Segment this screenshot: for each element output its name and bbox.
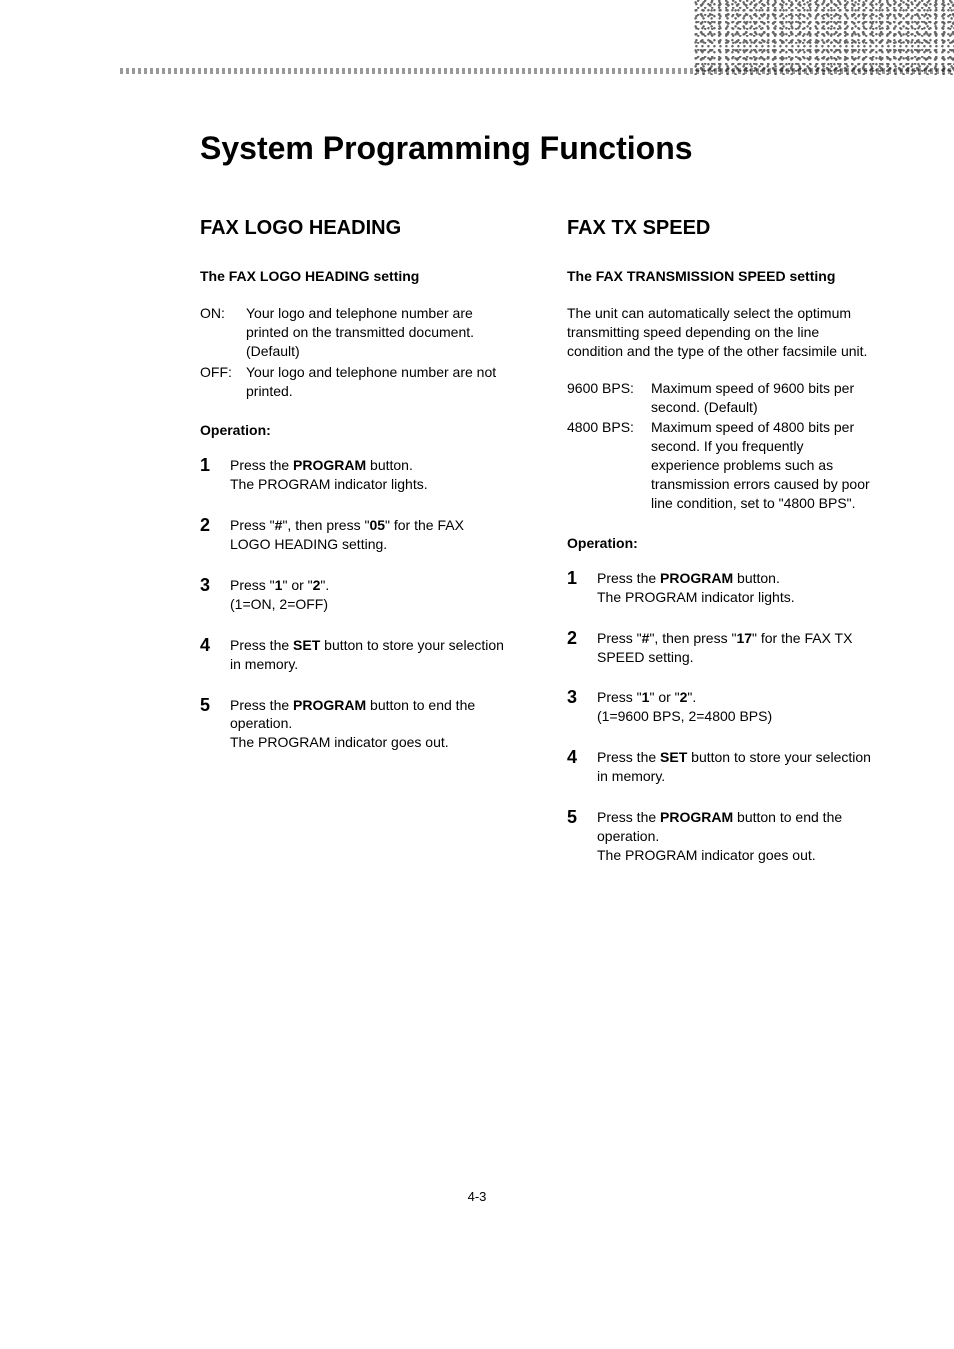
- step-number: 4: [200, 636, 230, 674]
- step: 1Press the PROGRAM button.The PROGRAM in…: [567, 569, 874, 607]
- step: 4Press the SET button to store your sele…: [200, 636, 507, 674]
- step: 5Press the PROGRAM button to end the ope…: [567, 808, 874, 865]
- left-column: FAX LOGO HEADING The FAX LOGO HEADING se…: [200, 217, 507, 887]
- document-page: System Programming Functions FAX LOGO HE…: [0, 0, 954, 1349]
- option-row: ON: Your logo and telephone number are p…: [200, 304, 507, 361]
- step-text: Press the PROGRAM button.The PROGRAM ind…: [597, 569, 874, 607]
- step-text: Press the PROGRAM button to end the oper…: [230, 696, 507, 753]
- step: 1Press the PROGRAM button.The PROGRAM in…: [200, 456, 507, 494]
- operation-label: Operation:: [567, 535, 874, 551]
- step-number: 2: [567, 629, 597, 667]
- step-number: 5: [200, 696, 230, 753]
- step-text: Press "1" or "2".(1=9600 BPS, 2=4800 BPS…: [597, 688, 874, 726]
- step-number: 5: [567, 808, 597, 865]
- step-text: Press the SET button to store your selec…: [597, 748, 874, 786]
- step-number: 1: [200, 456, 230, 494]
- option-text: Your logo and telephone number are print…: [246, 304, 507, 361]
- option-row: 4800 BPS: Maximum speed of 4800 bits per…: [567, 418, 874, 512]
- step-number: 1: [567, 569, 597, 607]
- step-text: Press "#", then press "05" for the FAX L…: [230, 516, 507, 554]
- option-text: Maximum speed of 9600 bits per second. (…: [651, 379, 874, 417]
- right-steps: 1Press the PROGRAM button.The PROGRAM in…: [567, 569, 874, 865]
- operation-label: Operation:: [200, 422, 507, 438]
- option-label: 9600 BPS:: [567, 379, 651, 417]
- right-heading: FAX TX SPEED: [567, 217, 874, 240]
- step-number: 3: [200, 576, 230, 614]
- right-intro: The unit can automatically select the op…: [567, 304, 874, 361]
- step: 2Press "#", then press "05" for the FAX …: [200, 516, 507, 554]
- right-sub-heading: The FAX TRANSMISSION SPEED setting: [567, 268, 874, 284]
- step-text: Press the PROGRAM button.The PROGRAM ind…: [230, 456, 507, 494]
- step-number: 2: [200, 516, 230, 554]
- step-text: Press "#", then press "17" for the FAX T…: [597, 629, 874, 667]
- page-number: 4-3: [468, 1189, 487, 1204]
- option-label: ON:: [200, 304, 246, 361]
- step-number: 4: [567, 748, 597, 786]
- step: 4Press the SET button to store your sele…: [567, 748, 874, 786]
- left-steps: 1Press the PROGRAM button.The PROGRAM in…: [200, 456, 507, 752]
- step: 5Press the PROGRAM button to end the ope…: [200, 696, 507, 753]
- content-columns: FAX LOGO HEADING The FAX LOGO HEADING se…: [200, 217, 874, 887]
- scan-noise-line: [120, 68, 954, 74]
- step: 2Press "#", then press "17" for the FAX …: [567, 629, 874, 667]
- option-text: Your logo and telephone number are not p…: [246, 363, 507, 401]
- left-heading: FAX LOGO HEADING: [200, 217, 507, 240]
- step-text: Press the SET button to store your selec…: [230, 636, 507, 674]
- step-number: 3: [567, 688, 597, 726]
- left-sub-heading: The FAX LOGO HEADING setting: [200, 268, 507, 284]
- step: 3Press "1" or "2".(1=9600 BPS, 2=4800 BP…: [567, 688, 874, 726]
- right-options: 9600 BPS: Maximum speed of 9600 bits per…: [567, 379, 874, 513]
- step-text: Press the PROGRAM button to end the oper…: [597, 808, 874, 865]
- option-label: OFF:: [200, 363, 246, 401]
- scan-noise-corner: [694, 0, 954, 75]
- option-text: Maximum speed of 4800 bits per second. I…: [651, 418, 874, 512]
- option-row: OFF: Your logo and telephone number are …: [200, 363, 507, 401]
- right-column: FAX TX SPEED The FAX TRANSMISSION SPEED …: [567, 217, 874, 887]
- left-options: ON: Your logo and telephone number are p…: [200, 304, 507, 400]
- option-label: 4800 BPS:: [567, 418, 651, 512]
- option-row: 9600 BPS: Maximum speed of 9600 bits per…: [567, 379, 874, 417]
- step: 3Press "1" or "2".(1=ON, 2=OFF): [200, 576, 507, 614]
- page-title: System Programming Functions: [200, 130, 874, 167]
- step-text: Press "1" or "2".(1=ON, 2=OFF): [230, 576, 507, 614]
